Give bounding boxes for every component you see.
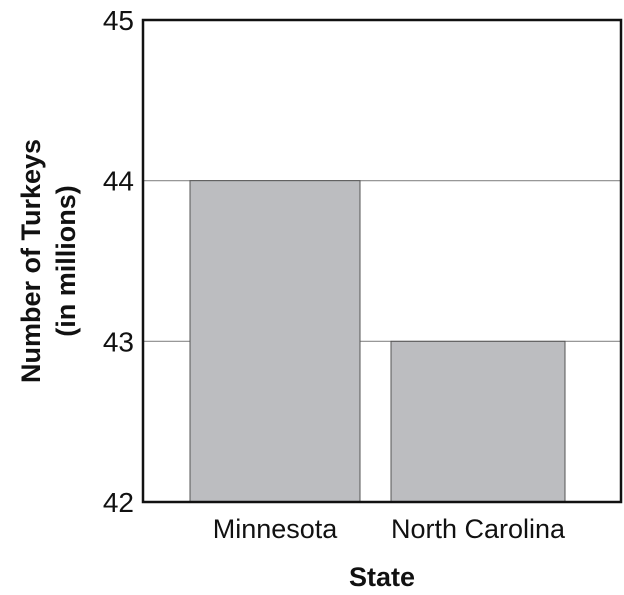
x-category-label: Minnesota: [213, 514, 339, 544]
bar-north-carolina: [390, 340, 566, 503]
y-axis-ticks: 42 43 44 45: [103, 5, 134, 518]
y-tick-label: 42: [103, 487, 134, 518]
x-category-label: North Carolina: [391, 514, 566, 544]
y-tick-label: 44: [103, 166, 134, 197]
x-axis-category-labels: Minnesota North Carolina: [213, 514, 566, 544]
y-tick-label: 43: [103, 326, 134, 357]
y-axis-title-line-1: Number of Turkeys: [16, 139, 46, 383]
bar-minnesota: [189, 180, 361, 503]
plot-area-frame: [141, 18, 623, 504]
x-axis-title: State: [349, 562, 415, 590]
y-axis-title-line-2: (in millions): [51, 185, 81, 337]
y-axis-title: Number of Turkeys (in millions): [16, 139, 81, 383]
bars: [189, 180, 566, 503]
y-tick-label: 45: [103, 5, 134, 36]
